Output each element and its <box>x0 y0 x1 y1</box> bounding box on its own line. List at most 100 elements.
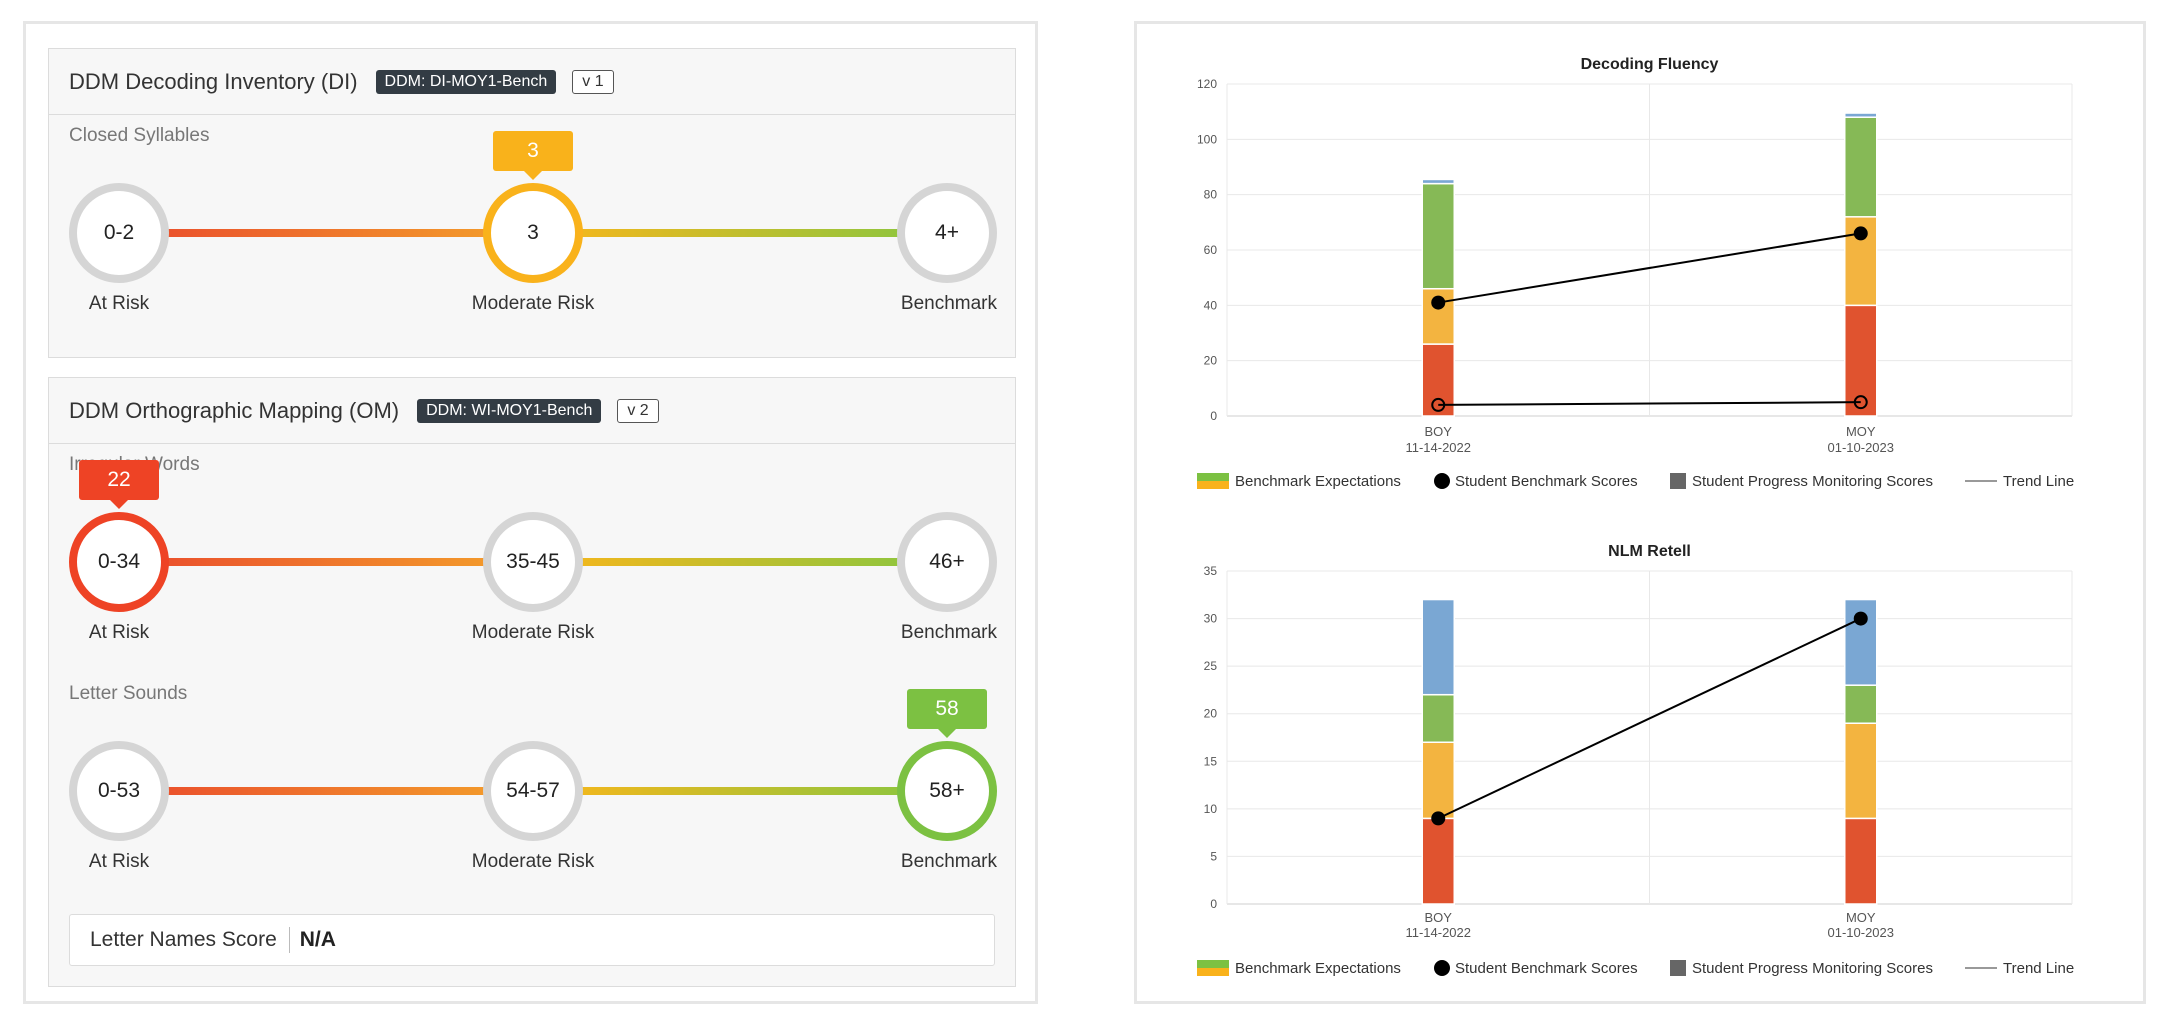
bar-segment <box>1844 304 1878 417</box>
letter-names-value: N/A <box>299 928 336 951</box>
bar-segment <box>1844 216 1878 307</box>
chart-title: NLM Retell <box>1608 543 1691 560</box>
y-tick-label: 10 <box>1204 802 1218 816</box>
chart-1 <box>1197 570 2073 976</box>
range-label-benchmark: Benchmark <box>900 851 997 872</box>
card-title: DDM Orthographic Mapping (OM) <box>69 397 400 423</box>
x-tick-label: BOY <box>1425 424 1453 439</box>
score-scale: 22 0-34 35-45 46+ At Risk Moderate Risk … <box>49 460 1017 666</box>
range-node-at-risk: 0-34 <box>69 512 169 612</box>
letter-names-label: Letter Names Score <box>70 927 290 953</box>
range-node-benchmark: 46+ <box>897 512 997 612</box>
bar-segment <box>1421 182 1455 290</box>
y-tick-label: 120 <box>1197 77 1217 91</box>
benchmark-score-line <box>1437 617 1862 820</box>
y-tick-label: 80 <box>1204 188 1218 202</box>
legend-swatch-benchmark-yellow <box>1197 968 1229 976</box>
x-tick-date: 01-10-2023 <box>1828 925 1895 940</box>
legend-benchmark-score-dot <box>1434 473 1450 489</box>
legend-student-progress-monitoring: Student Progress Monitoring Scores <box>1692 473 1933 490</box>
y-tick-label: 15 <box>1204 754 1218 768</box>
legend-swatch-benchmark-yellow <box>1197 481 1229 489</box>
card-title: DDM Decoding Inventory (DI) <box>69 68 358 94</box>
section-label: Letter Sounds <box>69 683 188 704</box>
range-node-moderate-risk: 54-57 <box>483 741 583 841</box>
y-tick-label: 60 <box>1204 243 1218 257</box>
progress-monitoring-line <box>1438 401 1861 406</box>
legend-progress-monitoring-swatch <box>1670 473 1686 489</box>
bar-segment <box>1844 116 1878 218</box>
legend-trend-line: Trend Line <box>2003 960 2074 977</box>
letter-names-score-box: Letter Names Score N/A <box>69 914 995 966</box>
range-label-benchmark: Benchmark <box>900 293 997 314</box>
benchmark-score-point <box>1853 611 1868 626</box>
x-tick-label: BOY <box>1425 910 1453 925</box>
y-tick-label: 35 <box>1204 564 1218 578</box>
assessment-panel: DDM Decoding Inventory (DI) DDM: DI-MOY1… <box>23 21 1038 1004</box>
range-label-at-risk: At Risk <box>88 851 150 872</box>
y-tick-label: 5 <box>1210 849 1217 863</box>
range-node-at-risk: 0-53 <box>69 741 169 841</box>
chart-title: Decoding Fluency <box>1581 56 1719 73</box>
legend-benchmark-expectations: Benchmark Expectations <box>1235 473 1401 490</box>
x-tick-date: 11-14-2022 <box>1405 925 1471 940</box>
card-header: DDM Orthographic Mapping (OM) DDM: WI-MO… <box>49 378 1015 444</box>
benchmark-score-point <box>1431 295 1446 310</box>
range-node-moderate-risk: 3 <box>483 183 583 283</box>
charts-svg: Decoding Fluency020406080100120BOY11-14-… <box>1197 56 2074 977</box>
range-node-benchmark: 4+ <box>897 183 997 283</box>
range-node-at-risk: 0-2 <box>69 183 169 283</box>
y-tick-label: 20 <box>1204 707 1218 721</box>
version-badge: v 2 <box>617 398 659 423</box>
score-scale: 3 0-2 3 4+ At Risk Moderate Risk Benchma… <box>49 131 1017 337</box>
bar-segment <box>1844 817 1878 905</box>
score-scale: 58 0-53 54-57 58+ At Risk Moderate Risk … <box>49 689 1017 895</box>
chart-0 <box>1197 83 2073 489</box>
bar-segment <box>1421 693 1455 744</box>
range-label-benchmark: Benchmark <box>900 622 997 643</box>
orthographic-mapping-card: DDM Orthographic Mapping (OM) DDM: WI-MO… <box>48 377 1016 987</box>
legend-student-benchmark-scores: Student Benchmark Scores <box>1455 960 1638 977</box>
y-tick-label: 100 <box>1197 132 1217 146</box>
x-tick-label: MOY <box>1846 910 1876 925</box>
legend-benchmark-expectations: Benchmark Expectations <box>1235 960 1401 977</box>
bar-segment <box>1421 817 1455 905</box>
range-node-benchmark: 58+ <box>897 741 997 841</box>
y-tick-label: 40 <box>1204 298 1218 312</box>
bar-segment <box>1844 722 1878 820</box>
section-label: Closed Syllables <box>69 125 210 146</box>
range-label-at-risk: At Risk <box>88 622 150 643</box>
legend-benchmark-score-dot <box>1434 960 1450 976</box>
range-label-moderate-risk: Moderate Risk <box>471 851 595 872</box>
bar-segment <box>1421 741 1455 820</box>
x-tick-date: 01-10-2023 <box>1828 440 1895 455</box>
x-tick-label: MOY <box>1846 424 1876 439</box>
progress-monitoring-point <box>1853 395 1868 410</box>
legend-trend-line: Trend Line <box>2003 473 2074 490</box>
legend-progress-monitoring-swatch <box>1670 960 1686 976</box>
charts-panel: Decoding Fluency 0 20 40 60 80 100 120 BOY 11-14-… <box>1134 21 2146 1004</box>
bar-segment <box>1421 178 1455 185</box>
x-tick-date: 11-14-2022 <box>1405 440 1471 455</box>
benchmark-score-point <box>1853 226 1868 241</box>
bar-segment <box>1844 684 1878 724</box>
score-flag: 58 <box>907 689 987 738</box>
y-tick-label: 0 <box>1210 409 1217 423</box>
y-tick-label: 25 <box>1204 659 1218 673</box>
bar-segment <box>1844 112 1878 118</box>
progress-monitoring-point <box>1431 397 1446 412</box>
y-tick-label: 20 <box>1204 354 1218 368</box>
card-header: DDM Decoding Inventory (DI) DDM: DI-MOY1… <box>49 49 1015 115</box>
benchmark-score-line <box>1438 232 1861 304</box>
assessment-tag: DDM: WI-MOY1-Bench <box>417 398 602 423</box>
assessment-tag: DDM: DI-MOY1-Bench <box>375 69 557 94</box>
legend-swatch-benchmark-green <box>1197 960 1229 968</box>
legend-student-benchmark-scores: Student Benchmark Scores <box>1455 473 1638 490</box>
legend-student-progress-monitoring: Student Progress Monitoring Scores <box>1692 960 1933 977</box>
range-label-moderate-risk: Moderate Risk <box>471 622 595 643</box>
range-label-moderate-risk: Moderate Risk <box>471 293 595 314</box>
decoding-inventory-card: DDM Decoding Inventory (DI) DDM: DI-MOY1… <box>48 48 1016 358</box>
legend-swatch-benchmark-green <box>1197 473 1229 481</box>
y-tick-label: 30 <box>1204 612 1218 626</box>
bar-segment <box>1844 598 1878 686</box>
